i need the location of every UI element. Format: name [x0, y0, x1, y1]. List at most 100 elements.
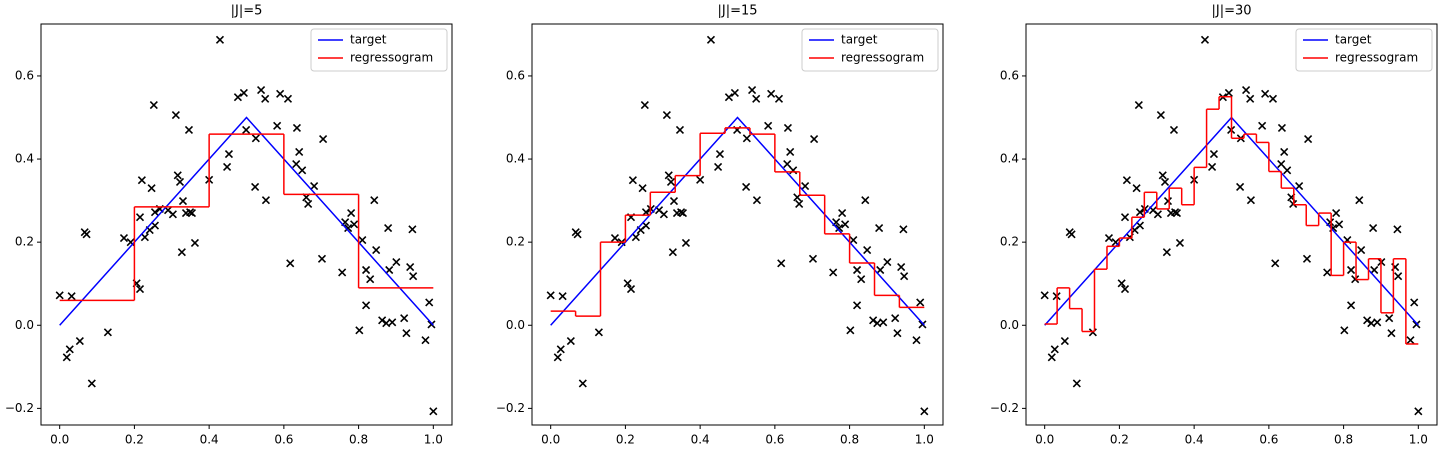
- scatter-point: [347, 209, 356, 218]
- scatter-point: [137, 176, 146, 185]
- x-tick-label: 0.4: [1185, 433, 1204, 447]
- scatter-point: [1209, 149, 1219, 159]
- x-tick-label: 0.4: [200, 433, 219, 447]
- scatter-point: [1236, 182, 1245, 191]
- scatter-point: [295, 147, 304, 157]
- scatter-point: [140, 233, 149, 242]
- scatter-point: [317, 254, 327, 263]
- x-tick-label: 0.8: [1334, 433, 1353, 447]
- scatter-point: [149, 100, 158, 110]
- scatter-point: [119, 233, 129, 243]
- y-tick-label: 0.2: [15, 235, 34, 249]
- axes-frame: [1025, 23, 1438, 426]
- scatter-point: [681, 238, 691, 248]
- scatter-point: [668, 248, 677, 257]
- scatter-point: [1072, 379, 1081, 388]
- scatter-point: [173, 171, 182, 180]
- x-tick-label: 1.0: [915, 433, 934, 447]
- scatter-point: [1271, 259, 1280, 268]
- scatter-point: [261, 196, 270, 205]
- legend-label: target: [1335, 33, 1372, 47]
- scatter-point: [852, 265, 862, 275]
- axes-frame: [40, 23, 453, 426]
- scatter-point: [427, 320, 436, 329]
- y-tick-label: 0.2: [1000, 235, 1019, 249]
- scatter-point: [350, 220, 359, 229]
- scatter-point: [789, 166, 798, 175]
- scatter-point: [1357, 245, 1366, 255]
- scatter-point: [409, 272, 418, 281]
- x-tick-label: 0.8: [840, 433, 859, 447]
- scatter-point: [177, 248, 186, 257]
- x-tick-label: 1.0: [1409, 433, 1428, 447]
- scatter-point: [767, 89, 776, 98]
- x-tick-label: 0.0: [541, 433, 560, 447]
- scatter-point: [1370, 265, 1379, 275]
- scatter-point: [1208, 162, 1217, 172]
- scatter-point: [1414, 407, 1423, 416]
- scatter-point: [310, 181, 319, 191]
- scatter-point: [631, 233, 640, 242]
- scatter-point: [918, 320, 927, 329]
- scatter-point: [1175, 238, 1185, 248]
- scatter-point: [730, 88, 739, 98]
- scatter-point: [883, 258, 892, 267]
- subplot: |J|=30 0.0 0.2 0.4 0.6 0.8 1.0 −0.2 0.0 0.2 0.4 0.6…: [990, 4, 1438, 447]
- scatter-point: [783, 159, 792, 169]
- scatter-point: [406, 263, 415, 272]
- scatter-point: [777, 259, 786, 268]
- scatter-point: [852, 301, 862, 310]
- scatter-point: [1040, 291, 1049, 300]
- x-tick-label: 0.2: [616, 433, 635, 447]
- scatter-point: [1351, 275, 1360, 284]
- legend-box: [310, 28, 448, 72]
- scatter-point: [1169, 125, 1179, 135]
- scatter-point: [1346, 265, 1356, 275]
- scatter-point: [175, 177, 185, 186]
- scatter-point: [292, 123, 302, 132]
- scatter-point: [706, 35, 716, 44]
- chart-title: |J|=15: [717, 4, 757, 19]
- scatter-point: [292, 159, 301, 169]
- scatter-point: [239, 88, 248, 98]
- scatter-point: [65, 345, 74, 354]
- scatter-point: [764, 121, 773, 130]
- scatter-point: [1363, 316, 1372, 325]
- scatter-point: [742, 182, 751, 191]
- scatter-point: [1120, 285, 1130, 294]
- scatter-point: [400, 314, 409, 323]
- scatter-point: [566, 336, 575, 346]
- scatter-point: [82, 230, 91, 239]
- scatter-point: [626, 285, 636, 294]
- scatter-point: [1132, 184, 1141, 193]
- y-tick-label: 0.4: [15, 152, 34, 166]
- scatter-point: [838, 209, 847, 218]
- scatter-point: [372, 245, 381, 255]
- scatter-point: [558, 292, 567, 301]
- y-tick-label: −0.2: [496, 401, 525, 415]
- scatter-point: [786, 147, 795, 157]
- scatter-point: [1369, 223, 1378, 233]
- x-tick-label: 0.2: [125, 433, 144, 447]
- y-tick-label: 0.4: [1000, 152, 1019, 166]
- x-tick-label: 0.0: [50, 433, 69, 447]
- scatter-point: [75, 336, 84, 346]
- scatter-point: [1304, 135, 1313, 144]
- scatter-point: [1156, 110, 1165, 120]
- subplot: |J|=15 0.0 0.2 0.4 0.6 0.8 1.0 −0.2 0.0 0.2 0.4 0.6…: [496, 4, 944, 447]
- legend-label: regressogram: [350, 51, 433, 65]
- scatter-point: [1158, 171, 1167, 180]
- scatter-point: [662, 110, 671, 120]
- scatter-point: [429, 407, 438, 416]
- scatter-point: [150, 208, 160, 217]
- scatter-point: [1258, 121, 1267, 130]
- x-tick-label: 1.0: [424, 433, 443, 447]
- scatter-point: [55, 291, 64, 300]
- scatter-point: [1393, 225, 1402, 234]
- scatter-point: [1277, 123, 1287, 132]
- legend-label: target: [841, 33, 878, 47]
- scatter-point: [1302, 254, 1312, 263]
- chart-title: |J|=30: [1211, 4, 1251, 19]
- scatter-point: [752, 94, 761, 103]
- scatter-point: [1088, 328, 1097, 337]
